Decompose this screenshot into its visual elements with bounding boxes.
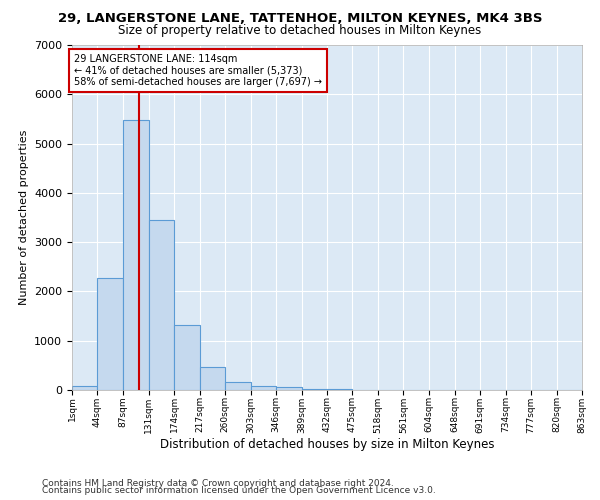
- Y-axis label: Number of detached properties: Number of detached properties: [19, 130, 29, 305]
- Text: Size of property relative to detached houses in Milton Keynes: Size of property relative to detached ho…: [118, 24, 482, 37]
- Bar: [149, 220, 175, 390]
- Text: Contains HM Land Registry data © Crown copyright and database right 2024.: Contains HM Land Registry data © Crown c…: [42, 478, 394, 488]
- Bar: [302, 388, 327, 390]
- Bar: [72, 386, 97, 390]
- Text: Contains public sector information licensed under the Open Government Licence v3: Contains public sector information licen…: [42, 486, 436, 495]
- Bar: [251, 386, 276, 390]
- Bar: [175, 326, 200, 390]
- Bar: [225, 382, 251, 390]
- Text: 29, LANGERSTONE LANE, TATTENHOE, MILTON KEYNES, MK4 3BS: 29, LANGERSTONE LANE, TATTENHOE, MILTON …: [58, 12, 542, 26]
- X-axis label: Distribution of detached houses by size in Milton Keynes: Distribution of detached houses by size …: [160, 438, 494, 451]
- Bar: [97, 278, 123, 390]
- Text: 29 LANGERSTONE LANE: 114sqm
← 41% of detached houses are smaller (5,373)
58% of : 29 LANGERSTONE LANE: 114sqm ← 41% of det…: [74, 54, 322, 87]
- Bar: [276, 388, 302, 390]
- Bar: [123, 120, 149, 390]
- Bar: [200, 367, 225, 390]
